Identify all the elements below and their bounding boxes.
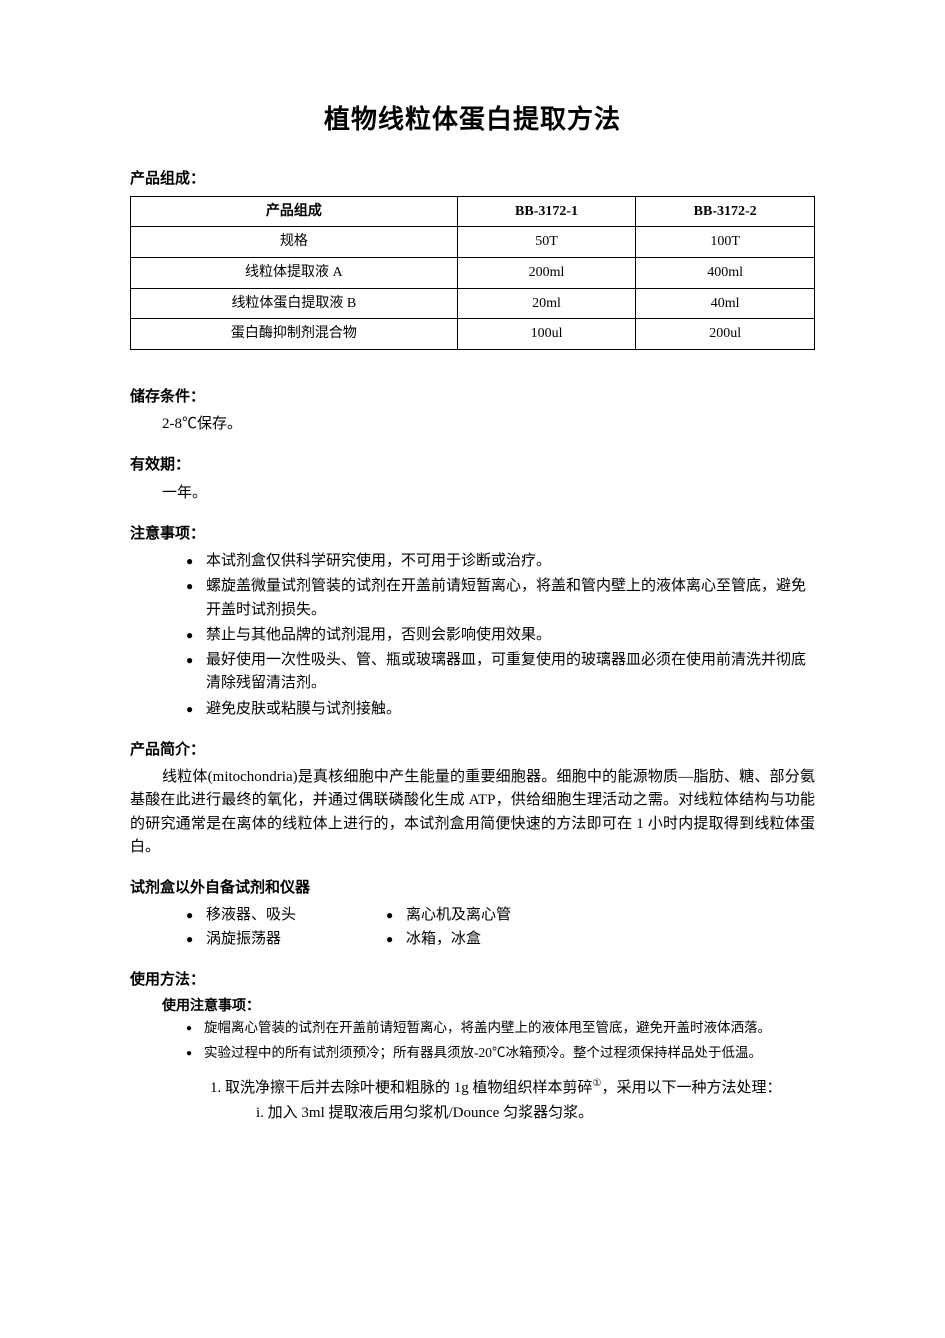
cell: 20ml <box>457 288 636 319</box>
cell: 200ml <box>457 257 636 288</box>
equipment-item: 离心机及离心管 <box>386 904 586 927</box>
table-row: 线粒体蛋白提取液 B 20ml 40ml <box>131 288 815 319</box>
step-text: ，采用以下一种方法处理： <box>601 1080 781 1096</box>
equipment-item: 涡旋振荡器 <box>186 928 386 951</box>
storage-text: 2-8℃保存。 <box>130 413 815 436</box>
col-header: BB-3172-1 <box>457 196 636 227</box>
list-item: 禁止与其他品牌的试剂混用，否则会影响使用效果。 <box>186 624 815 647</box>
step-item: 1. 取洗净擦干后并去除叶梗和粗脉的 1g 植物组织样本剪碎①，采用以下一种方法… <box>210 1076 815 1126</box>
step-number: 1. <box>210 1080 221 1096</box>
section-storage-heading: 储存条件： <box>130 386 815 409</box>
table-row: 蛋白酶抑制剂混合物 100ul 200ul <box>131 319 815 350</box>
section-intro-heading: 产品简介： <box>130 739 815 762</box>
cell: 40ml <box>636 288 815 319</box>
list-item: 本试剂盒仅供科学研究使用，不可用于诊断或治疗。 <box>186 550 815 573</box>
cell: 线粒体提取液 A <box>131 257 458 288</box>
cell: 50T <box>457 227 636 258</box>
cell: 线粒体蛋白提取液 B <box>131 288 458 319</box>
cell: 400ml <box>636 257 815 288</box>
list-item: 最好使用一次性吸头、管、瓶或玻璃器皿，可重复使用的玻璃器皿必须在使用前清洗并彻底… <box>186 649 815 696</box>
col-header: 产品组成 <box>131 196 458 227</box>
table-row: 规格 50T 100T <box>131 227 815 258</box>
table-header-row: 产品组成 BB-3172-1 BB-3172-2 <box>131 196 815 227</box>
col-header: BB-3172-2 <box>636 196 815 227</box>
equipment-item: 移液器、吸头 <box>186 904 386 927</box>
equipment-row: 移液器、吸头 离心机及离心管 <box>130 904 815 927</box>
list-item: 实验过程中的所有试剂须预冷；所有器具须放-20℃冰箱预冷。整个过程须保持样品处于… <box>186 1043 815 1064</box>
section-equipment-heading: 试剂盒以外自备试剂和仪器 <box>130 877 815 900</box>
usage-note-list: 旋帽离心管装的试剂在开盖前请短暂离心，将盖内壁上的液体甩至管底，避免开盖时液体洒… <box>130 1018 815 1064</box>
cell: 蛋白酶抑制剂混合物 <box>131 319 458 350</box>
section-expiry-heading: 有效期： <box>130 454 815 477</box>
page-title: 植物线粒体蛋白提取方法 <box>130 100 815 140</box>
table-row: 线粒体提取液 A 200ml 400ml <box>131 257 815 288</box>
cell: 100ul <box>457 319 636 350</box>
section-composition-heading: 产品组成： <box>130 168 815 191</box>
sub-step: i. 加入 3ml 提取液后用匀浆机/Dounce 匀浆器匀浆。 <box>210 1102 815 1125</box>
cell: 200ul <box>636 319 815 350</box>
usage-steps: 1. 取洗净擦干后并去除叶梗和粗脉的 1g 植物组织样本剪碎①，采用以下一种方法… <box>130 1076 815 1126</box>
equipment-row: 涡旋振荡器 冰箱，冰盒 <box>130 928 815 951</box>
composition-table: 产品组成 BB-3172-1 BB-3172-2 规格 50T 100T 线粒体… <box>130 196 815 350</box>
list-item: 避免皮肤或粘膜与试剂接触。 <box>186 698 815 721</box>
section-caution-heading: 注意事项： <box>130 523 815 546</box>
usage-note-heading: 使用注意事项： <box>130 996 815 1018</box>
expiry-text: 一年。 <box>130 482 815 505</box>
list-item: 螺旋盖微量试剂管装的试剂在开盖前请短暂离心，将盖和管内壁上的液体离心至管底，避免… <box>186 575 815 622</box>
equipment-item: 冰箱，冰盒 <box>386 928 586 951</box>
cell: 规格 <box>131 227 458 258</box>
list-item: 旋帽离心管装的试剂在开盖前请短暂离心，将盖内壁上的液体甩至管底，避免开盖时液体洒… <box>186 1018 815 1039</box>
section-usage-heading: 使用方法： <box>130 969 815 992</box>
intro-text: 线粒体(mitochondria)是真核细胞中产生能量的重要细胞器。细胞中的能源… <box>130 766 815 859</box>
cell: 100T <box>636 227 815 258</box>
caution-list: 本试剂盒仅供科学研究使用，不可用于诊断或治疗。 螺旋盖微量试剂管装的试剂在开盖前… <box>130 550 815 721</box>
step-text: 取洗净擦干后并去除叶梗和粗脉的 1g 植物组织样本剪碎 <box>225 1080 593 1096</box>
